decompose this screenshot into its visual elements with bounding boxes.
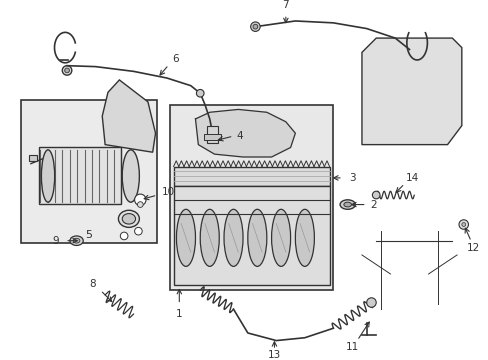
Bar	[173, 167, 329, 185]
Bar	[39, 148, 121, 204]
Polygon shape	[361, 38, 461, 145]
Bar	[29, 155, 37, 161]
Circle shape	[134, 194, 146, 206]
Ellipse shape	[339, 200, 355, 209]
Ellipse shape	[73, 238, 80, 243]
Ellipse shape	[224, 209, 243, 266]
Circle shape	[252, 24, 257, 29]
Text: 12: 12	[466, 243, 479, 253]
Circle shape	[372, 191, 379, 199]
Ellipse shape	[122, 213, 135, 224]
Ellipse shape	[122, 150, 139, 202]
Polygon shape	[195, 109, 295, 157]
Text: 3: 3	[349, 173, 355, 183]
Circle shape	[461, 222, 465, 226]
Circle shape	[458, 220, 468, 229]
Text: 5: 5	[85, 230, 92, 240]
Circle shape	[120, 232, 128, 240]
Ellipse shape	[41, 150, 55, 202]
Text: 6: 6	[172, 54, 179, 64]
Text: 4: 4	[236, 131, 243, 141]
Text: 7: 7	[282, 0, 288, 10]
Circle shape	[64, 68, 69, 73]
Bar	[21, 100, 157, 243]
Ellipse shape	[247, 209, 266, 266]
Circle shape	[137, 202, 143, 207]
Text: 8: 8	[89, 279, 96, 288]
Circle shape	[134, 228, 142, 235]
Ellipse shape	[176, 209, 195, 266]
Text: 13: 13	[267, 350, 281, 360]
Text: 9: 9	[52, 236, 59, 246]
Ellipse shape	[343, 202, 351, 207]
Ellipse shape	[295, 209, 314, 266]
Bar	[173, 185, 329, 285]
Ellipse shape	[200, 209, 219, 266]
Circle shape	[62, 66, 72, 75]
Ellipse shape	[118, 210, 139, 228]
Polygon shape	[102, 80, 155, 152]
Circle shape	[366, 298, 375, 307]
Text: 11: 11	[345, 342, 358, 352]
Circle shape	[196, 89, 203, 97]
Text: 1: 1	[176, 309, 182, 319]
Text: 2: 2	[369, 199, 376, 210]
Bar	[203, 134, 221, 140]
Ellipse shape	[271, 209, 290, 266]
Text: 10: 10	[162, 187, 175, 197]
Bar	[206, 126, 218, 143]
Circle shape	[250, 22, 260, 31]
Bar	[169, 105, 333, 290]
Text: 14: 14	[405, 173, 418, 183]
Ellipse shape	[70, 236, 83, 246]
